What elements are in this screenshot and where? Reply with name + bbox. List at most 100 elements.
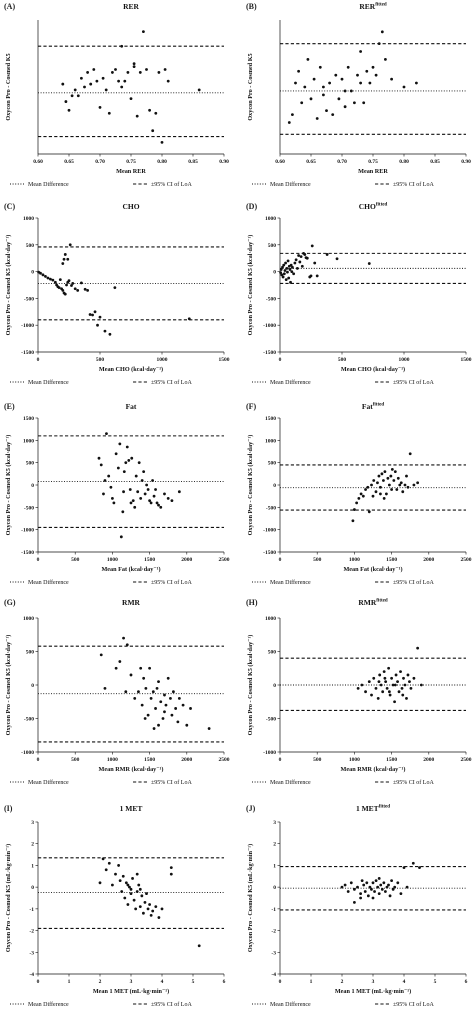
data-point xyxy=(322,93,325,97)
data-point xyxy=(122,490,125,494)
data-point xyxy=(148,666,152,670)
data-point xyxy=(145,68,148,71)
data-point xyxy=(384,680,388,684)
data-point xyxy=(353,887,356,891)
data-point xyxy=(126,903,130,906)
y-tick-label: -4 xyxy=(29,972,34,978)
data-point xyxy=(393,700,396,704)
data-point xyxy=(357,497,361,500)
data-point xyxy=(176,720,180,724)
data-point xyxy=(122,636,125,640)
data-point xyxy=(67,279,71,283)
data-point xyxy=(376,481,379,485)
data-point xyxy=(418,866,421,869)
data-point xyxy=(379,683,383,687)
x-tick-label: 500 xyxy=(338,357,347,363)
x-tick-label: 3 xyxy=(372,979,375,985)
data-point xyxy=(207,727,211,730)
data-point xyxy=(58,278,62,282)
data-point xyxy=(151,690,155,694)
x-tick-label: 0.75 xyxy=(368,159,378,165)
data-point xyxy=(286,270,289,274)
x-tick-label: 500 xyxy=(96,357,105,363)
data-point xyxy=(157,723,160,727)
x-tick-label: 500 xyxy=(71,757,80,763)
data-point xyxy=(99,653,103,657)
data-point xyxy=(328,81,331,85)
data-point xyxy=(117,864,120,867)
x-tick-label: 1000 xyxy=(349,557,360,563)
y-tick-label: 1000 xyxy=(23,616,34,622)
data-point xyxy=(117,79,120,83)
data-point xyxy=(62,257,66,261)
data-point xyxy=(103,686,107,690)
legend-loa-label: ±95% CI of LoA xyxy=(393,579,434,586)
chart-panel-j: (J) 1 METfitted 0 1 2 3 4 5 6 -4 -3 -2 -1 0 1 2 3 Mean 1 … xyxy=(246,804,468,1008)
data-point xyxy=(109,485,113,489)
data-point xyxy=(130,456,134,460)
data-point xyxy=(61,82,65,86)
data-point xyxy=(170,499,174,503)
data-point xyxy=(163,492,166,496)
data-point xyxy=(155,501,159,505)
data-point xyxy=(291,265,294,269)
data-point xyxy=(140,479,144,482)
data-point xyxy=(383,470,387,473)
y-tick-label: 0 xyxy=(31,885,34,891)
data-point xyxy=(399,481,403,485)
panel-letter: (J) xyxy=(246,804,256,813)
data-point xyxy=(313,261,317,265)
data-point xyxy=(325,253,329,256)
data-point xyxy=(148,903,152,906)
x-tick-label: 0.90 xyxy=(461,159,471,165)
data-point xyxy=(139,497,143,500)
data-point xyxy=(367,262,371,265)
data-point xyxy=(172,690,175,694)
data-point xyxy=(349,89,353,93)
data-point xyxy=(107,861,111,865)
data-point xyxy=(146,713,150,717)
data-point xyxy=(111,497,114,500)
x-tick-label: 1500 xyxy=(219,357,230,363)
data-point xyxy=(67,108,71,112)
data-point xyxy=(377,680,381,684)
data-point xyxy=(138,905,142,909)
data-point xyxy=(123,79,127,83)
x-tick-label: 2000 xyxy=(423,757,434,763)
data-point xyxy=(390,488,393,491)
x-tick-label: 0.65 xyxy=(64,159,74,165)
data-point xyxy=(290,270,294,273)
legend-mean-label: Mean Difference xyxy=(28,181,69,188)
data-point xyxy=(140,703,144,707)
data-point xyxy=(112,501,116,505)
data-point xyxy=(152,494,156,498)
data-point xyxy=(160,140,164,144)
data-point xyxy=(91,313,94,317)
chart-title-superscript: fitted xyxy=(376,203,388,208)
data-point xyxy=(125,445,129,449)
data-point xyxy=(289,263,293,267)
data-point xyxy=(149,697,153,700)
legend-mean-label: Mean Difference xyxy=(28,379,69,386)
data-point xyxy=(132,62,136,66)
y-tick-label: -4 xyxy=(271,972,276,978)
data-point xyxy=(86,288,89,292)
data-point xyxy=(129,892,133,896)
data-point xyxy=(197,88,201,92)
data-point xyxy=(403,683,407,687)
x-axis-label: Mean RMR (kcal·day⁻¹) xyxy=(341,766,406,773)
x-axis-label: Mean 1 MET (mL·kg·min⁻¹) xyxy=(335,988,411,995)
data-point xyxy=(343,105,347,109)
data-point xyxy=(131,499,135,503)
x-tick-label: 0.70 xyxy=(337,159,347,165)
data-point xyxy=(374,490,378,494)
chart-title-main: Fat xyxy=(362,402,373,411)
data-point xyxy=(288,268,292,271)
y-tick-label: -3 xyxy=(29,950,34,956)
chart-title: CHO xyxy=(122,202,139,211)
chart-title: Fatfitted xyxy=(362,402,384,411)
y-tick-label: 500 xyxy=(268,650,277,656)
data-point xyxy=(142,30,145,34)
data-point xyxy=(379,492,382,496)
data-point xyxy=(412,483,416,487)
